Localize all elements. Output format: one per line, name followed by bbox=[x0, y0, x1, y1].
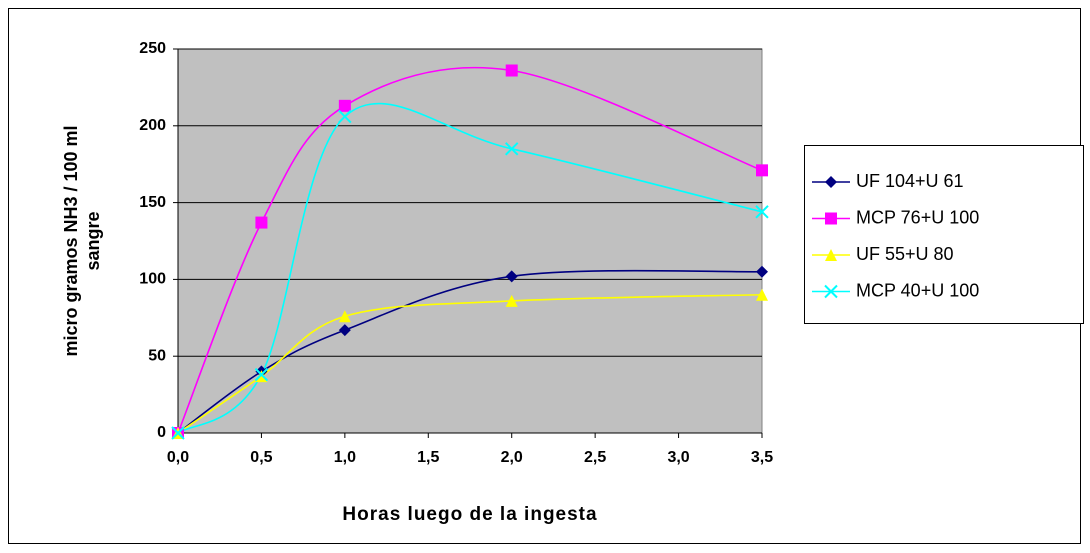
y-tick-label: 50 bbox=[148, 347, 166, 364]
y-tick-label: 250 bbox=[139, 40, 166, 57]
series-line bbox=[177, 102, 763, 434]
marker bbox=[338, 109, 352, 124]
plot-area bbox=[177, 48, 763, 434]
marker bbox=[505, 270, 518, 283]
legend-marker bbox=[824, 284, 838, 299]
y-axis-label: sangre bbox=[83, 211, 103, 270]
legend-marker bbox=[825, 176, 837, 188]
x-tick-label: 3,0 bbox=[667, 449, 689, 466]
legend-label: MCP 76+U 100 bbox=[856, 207, 979, 227]
marker bbox=[505, 294, 518, 307]
marker bbox=[505, 142, 519, 156]
marker bbox=[255, 216, 268, 229]
y-axis-label: micro gramos NH3 / 100 ml bbox=[61, 125, 81, 356]
legend-label: UF 104+U 61 bbox=[856, 171, 964, 191]
x-tick-label: 0,5 bbox=[250, 449, 272, 466]
y-tick-label: 100 bbox=[139, 271, 166, 288]
marker bbox=[756, 265, 768, 278]
x-tick-label: 1,5 bbox=[417, 449, 439, 466]
marker bbox=[756, 288, 768, 301]
y-tick-label: 200 bbox=[139, 117, 166, 134]
marker bbox=[254, 367, 269, 382]
legend-label: UF 55+U 80 bbox=[856, 244, 954, 264]
marker bbox=[756, 164, 768, 177]
x-tick-label: 2,0 bbox=[501, 449, 523, 466]
marker bbox=[338, 310, 351, 323]
series-line bbox=[177, 269, 763, 434]
y-tick-label: 150 bbox=[139, 194, 166, 211]
series-line bbox=[177, 293, 763, 434]
x-tick-label: 0,0 bbox=[167, 449, 189, 466]
marker bbox=[505, 64, 518, 77]
x-tick-label: 2,5 bbox=[584, 449, 606, 466]
marker bbox=[255, 370, 268, 383]
legend-label: MCP 40+U 100 bbox=[856, 280, 979, 300]
marker bbox=[338, 99, 351, 112]
legend: UF 104+U 61 MCP 76+U 100 UF 55+U 80 MCP 40+… bbox=[804, 145, 1084, 324]
marker bbox=[338, 324, 351, 337]
x-tick-label: 3,5 bbox=[751, 449, 773, 466]
marker bbox=[171, 426, 185, 440]
x-tick-label: 1,0 bbox=[334, 449, 356, 466]
y-tick-label: 0 bbox=[157, 424, 166, 441]
legend-marker bbox=[825, 249, 837, 261]
legend-box bbox=[804, 145, 1084, 324]
x-axis-label: Horas luego de la ingesta bbox=[342, 504, 597, 525]
legend-marker bbox=[825, 212, 837, 225]
marker bbox=[755, 205, 769, 219]
